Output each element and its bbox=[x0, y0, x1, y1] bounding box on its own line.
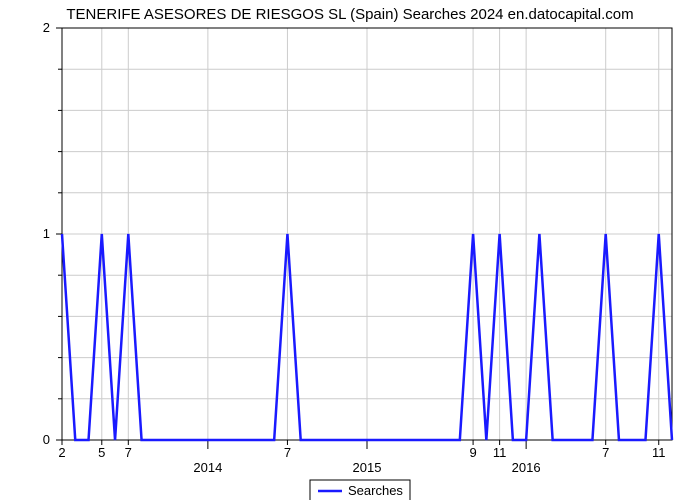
svg-text:2: 2 bbox=[43, 20, 50, 35]
svg-text:5: 5 bbox=[98, 445, 105, 460]
svg-text:2014: 2014 bbox=[193, 460, 222, 475]
svg-text:2015: 2015 bbox=[353, 460, 382, 475]
svg-text:11: 11 bbox=[652, 445, 666, 460]
svg-text:9: 9 bbox=[469, 445, 476, 460]
line-chart: 0 1 2 2 5 7 7 9 11 7 11 2014 2015 2016 Searches bbox=[0, 0, 700, 500]
svg-text:7: 7 bbox=[602, 445, 609, 460]
svg-text:0: 0 bbox=[43, 432, 50, 447]
svg-text:2016: 2016 bbox=[512, 460, 541, 475]
svg-text:2: 2 bbox=[58, 445, 65, 460]
svg-text:7: 7 bbox=[284, 445, 291, 460]
svg-text:11: 11 bbox=[493, 445, 507, 460]
legend-label: Searches bbox=[348, 483, 403, 498]
svg-text:1: 1 bbox=[43, 226, 50, 241]
svg-text:7: 7 bbox=[125, 445, 132, 460]
